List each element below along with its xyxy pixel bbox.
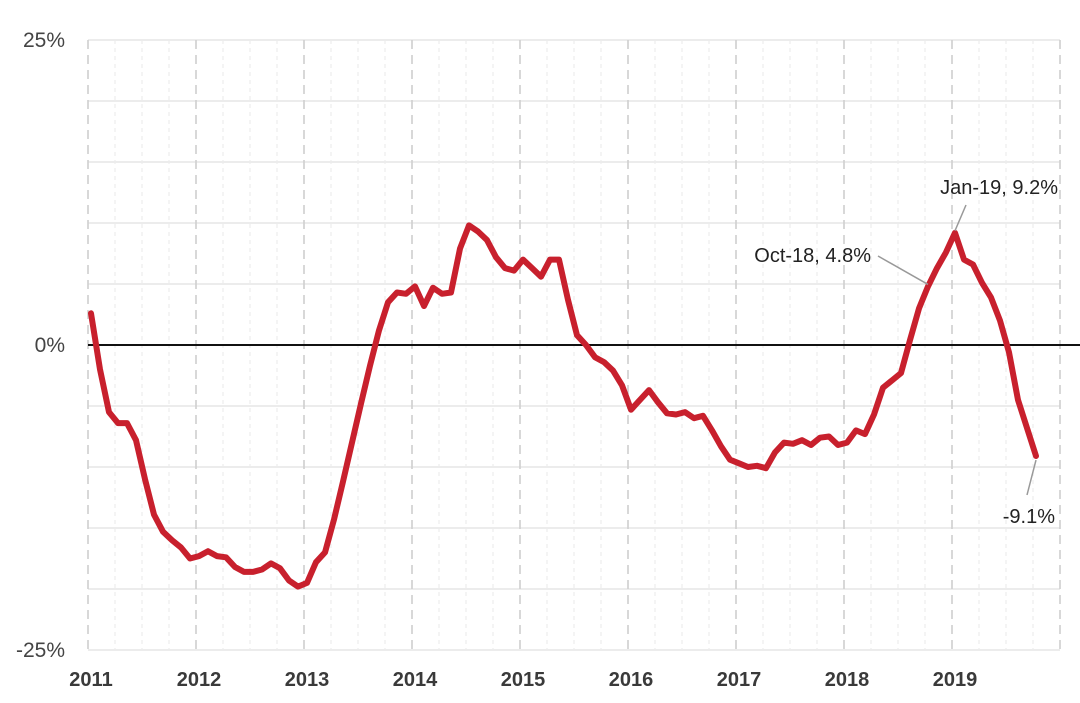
annotation-leader-line (954, 204, 967, 232)
x-tick-label: 2015 (501, 669, 546, 691)
x-tick-label: 2019 (933, 669, 978, 691)
x-tick-label: 2013 (285, 669, 330, 691)
x-tick-label: 2016 (609, 669, 654, 691)
annotation-label: -9.1% (1003, 506, 1055, 528)
y-tick-label: 0% (35, 334, 65, 357)
annotation-leader-line (877, 255, 929, 286)
x-tick-label: 2014 (393, 669, 438, 691)
y-tick-label: 25% (23, 29, 65, 52)
series-line (88, 222, 1039, 590)
annotation-label: Jan-19, 9.2% (940, 177, 1058, 199)
x-tick-label: 2018 (825, 669, 870, 691)
annotation-leader-line (1026, 459, 1037, 496)
y-tick-label: -25% (16, 639, 65, 662)
annotations: Jan-19, 9.2% Oct-18, 4.8% -9.1% (754, 177, 1058, 528)
x-tick-label: 2012 (177, 669, 222, 691)
x-axis: 2011 2012 2013 2014 2015 2016 2017 2018 2019 (69, 669, 977, 691)
annotation-label: Oct-18, 4.8% (754, 245, 871, 267)
x-tick-label: 2017 (717, 669, 762, 691)
y-axis: 25% 0% -25% (16, 29, 65, 662)
x-tick-label: 2011 (69, 669, 112, 691)
